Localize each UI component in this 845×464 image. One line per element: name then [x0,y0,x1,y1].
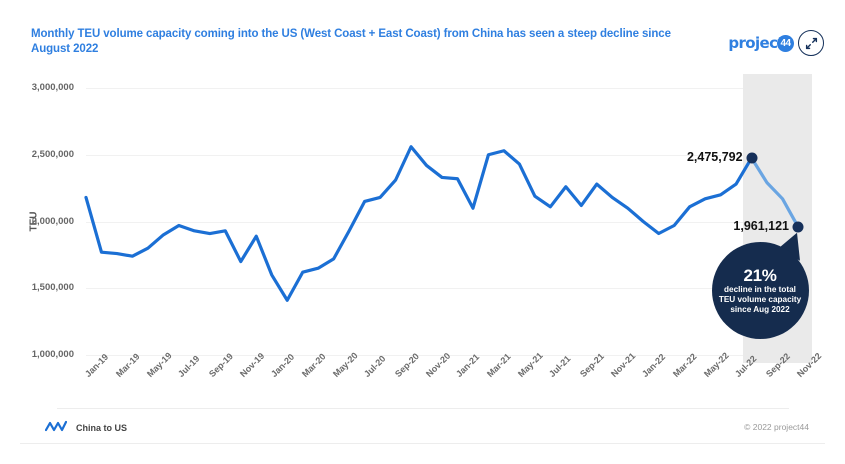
chart-footer: China to US © 2022 project44 [0,409,845,443]
logo-44-badge: 44 [777,34,794,52]
legend-label: China to US [76,423,127,433]
last-value-label: 1,961,121 [733,218,789,233]
chart-title: Monthly TEU volume capacity coming into … [31,28,671,55]
x-axis-ticks: Jan-19 Mar-19 May-19 Jul-19 Sep-19 Nov-19 Jan-… [0,350,845,412]
last-data-point [792,221,804,233]
project44-logo: project 44 [728,30,831,56]
line-series-icon [44,419,68,437]
chart-header: Monthly TEU volume capacity coming into … [0,0,845,66]
footer-divider-top [57,408,789,409]
gridline [86,221,798,223]
peak-data-point [746,152,758,164]
callout-percent: 21% [743,265,777,285]
gridline [86,88,798,89]
gridline [86,154,798,156]
y-axis-tick: 1,500,000 [31,282,74,294]
legend[interactable]: China to US [44,419,127,437]
expand-arrows-icon[interactable] [798,30,824,56]
logo-wordmark: project [728,34,784,52]
y-axis-tick: 2,500,000 [31,148,74,160]
copyright-text: © 2022 project44 [744,422,809,432]
plot-area: TEU 1,000,000 1,500,000 2,000,000 2,500,000… [0,66,845,372]
y-axis-tick: 2,000,000 [31,215,74,227]
y-axis-tick: 1,000,000 [31,349,74,360]
gridline [86,355,798,356]
y-axis-tick: 3,000,000 [31,82,74,93]
gridline [86,288,798,290]
peak-value-label: 2,475,792 [686,149,743,164]
footer-divider-bottom [20,443,825,444]
callout-text: decline in the total TEU volume capacity… [718,284,802,315]
series-line [84,145,800,302]
decline-callout: 21% decline in the total TEU volume capa… [711,242,809,340]
